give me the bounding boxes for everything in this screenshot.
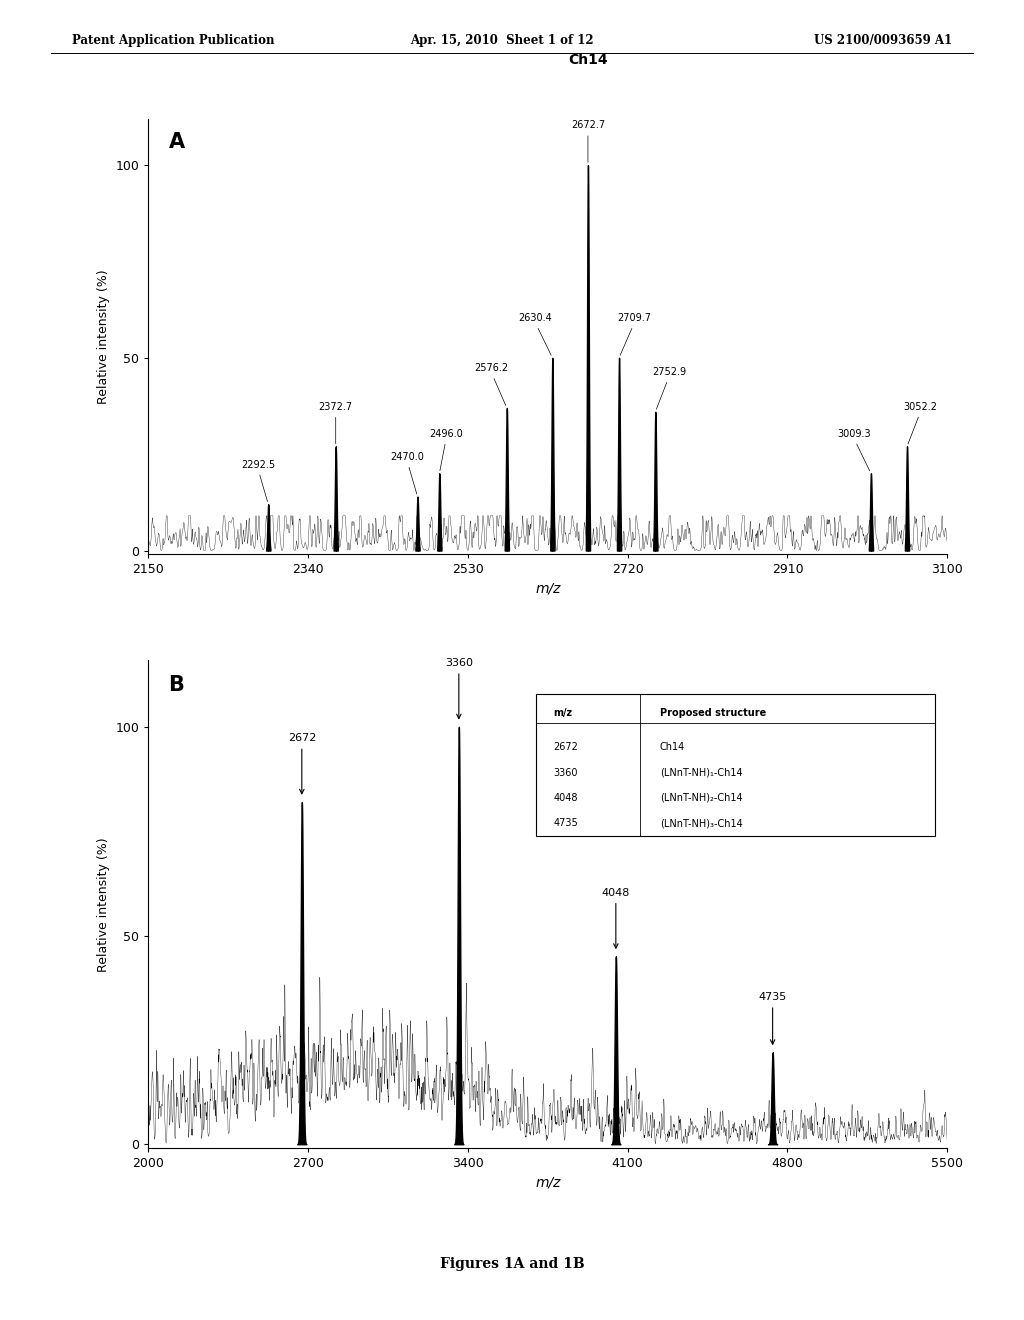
Bar (536, 694, 935, 836)
Y-axis label: Relative intensity (%): Relative intensity (%) (97, 269, 110, 404)
Text: 2672: 2672 (553, 742, 579, 752)
Text: m/z: m/z (553, 708, 572, 718)
Text: 2372.7: 2372.7 (318, 401, 353, 444)
Text: 2672: 2672 (288, 734, 316, 793)
Text: 4048: 4048 (602, 888, 630, 948)
Text: 2672.7: 2672.7 (571, 120, 605, 162)
Text: 3360: 3360 (444, 659, 473, 718)
Text: 4048: 4048 (553, 793, 578, 803)
Text: A: A (168, 132, 184, 152)
Text: 3052.2: 3052.2 (903, 401, 937, 444)
Text: 3009.3: 3009.3 (838, 429, 871, 471)
Text: 2496.0: 2496.0 (429, 429, 463, 471)
Text: 2292.5: 2292.5 (241, 459, 275, 502)
Text: (LNnT-NH)₁-Ch14: (LNnT-NH)₁-Ch14 (659, 767, 742, 777)
Text: Patent Application Publication: Patent Application Publication (72, 34, 274, 48)
Text: (LNnT-NH)₃-Ch14: (LNnT-NH)₃-Ch14 (659, 818, 742, 828)
Text: 2630.4: 2630.4 (519, 313, 552, 355)
Text: 4735: 4735 (759, 993, 786, 1044)
Text: US 2100/0093659 A1: US 2100/0093659 A1 (814, 34, 952, 48)
Text: Ch14: Ch14 (659, 742, 685, 752)
Text: 2752.9: 2752.9 (651, 367, 686, 409)
Text: Proposed structure: Proposed structure (659, 708, 766, 718)
X-axis label: m/z: m/z (536, 582, 560, 597)
Text: 3360: 3360 (553, 767, 578, 777)
Text: 2709.7: 2709.7 (617, 313, 651, 355)
Text: 4735: 4735 (553, 818, 579, 828)
Y-axis label: Relative intensity (%): Relative intensity (%) (97, 837, 110, 972)
Text: 2470.0: 2470.0 (390, 451, 424, 494)
Text: (LNnT-NH)₂-Ch14: (LNnT-NH)₂-Ch14 (659, 793, 742, 803)
Text: 2576.2: 2576.2 (474, 363, 509, 405)
X-axis label: m/z: m/z (536, 1176, 560, 1191)
Text: Ch14: Ch14 (568, 53, 608, 66)
Text: Figures 1A and 1B: Figures 1A and 1B (439, 1257, 585, 1271)
Text: B: B (168, 675, 184, 694)
Text: Apr. 15, 2010  Sheet 1 of 12: Apr. 15, 2010 Sheet 1 of 12 (410, 34, 593, 48)
